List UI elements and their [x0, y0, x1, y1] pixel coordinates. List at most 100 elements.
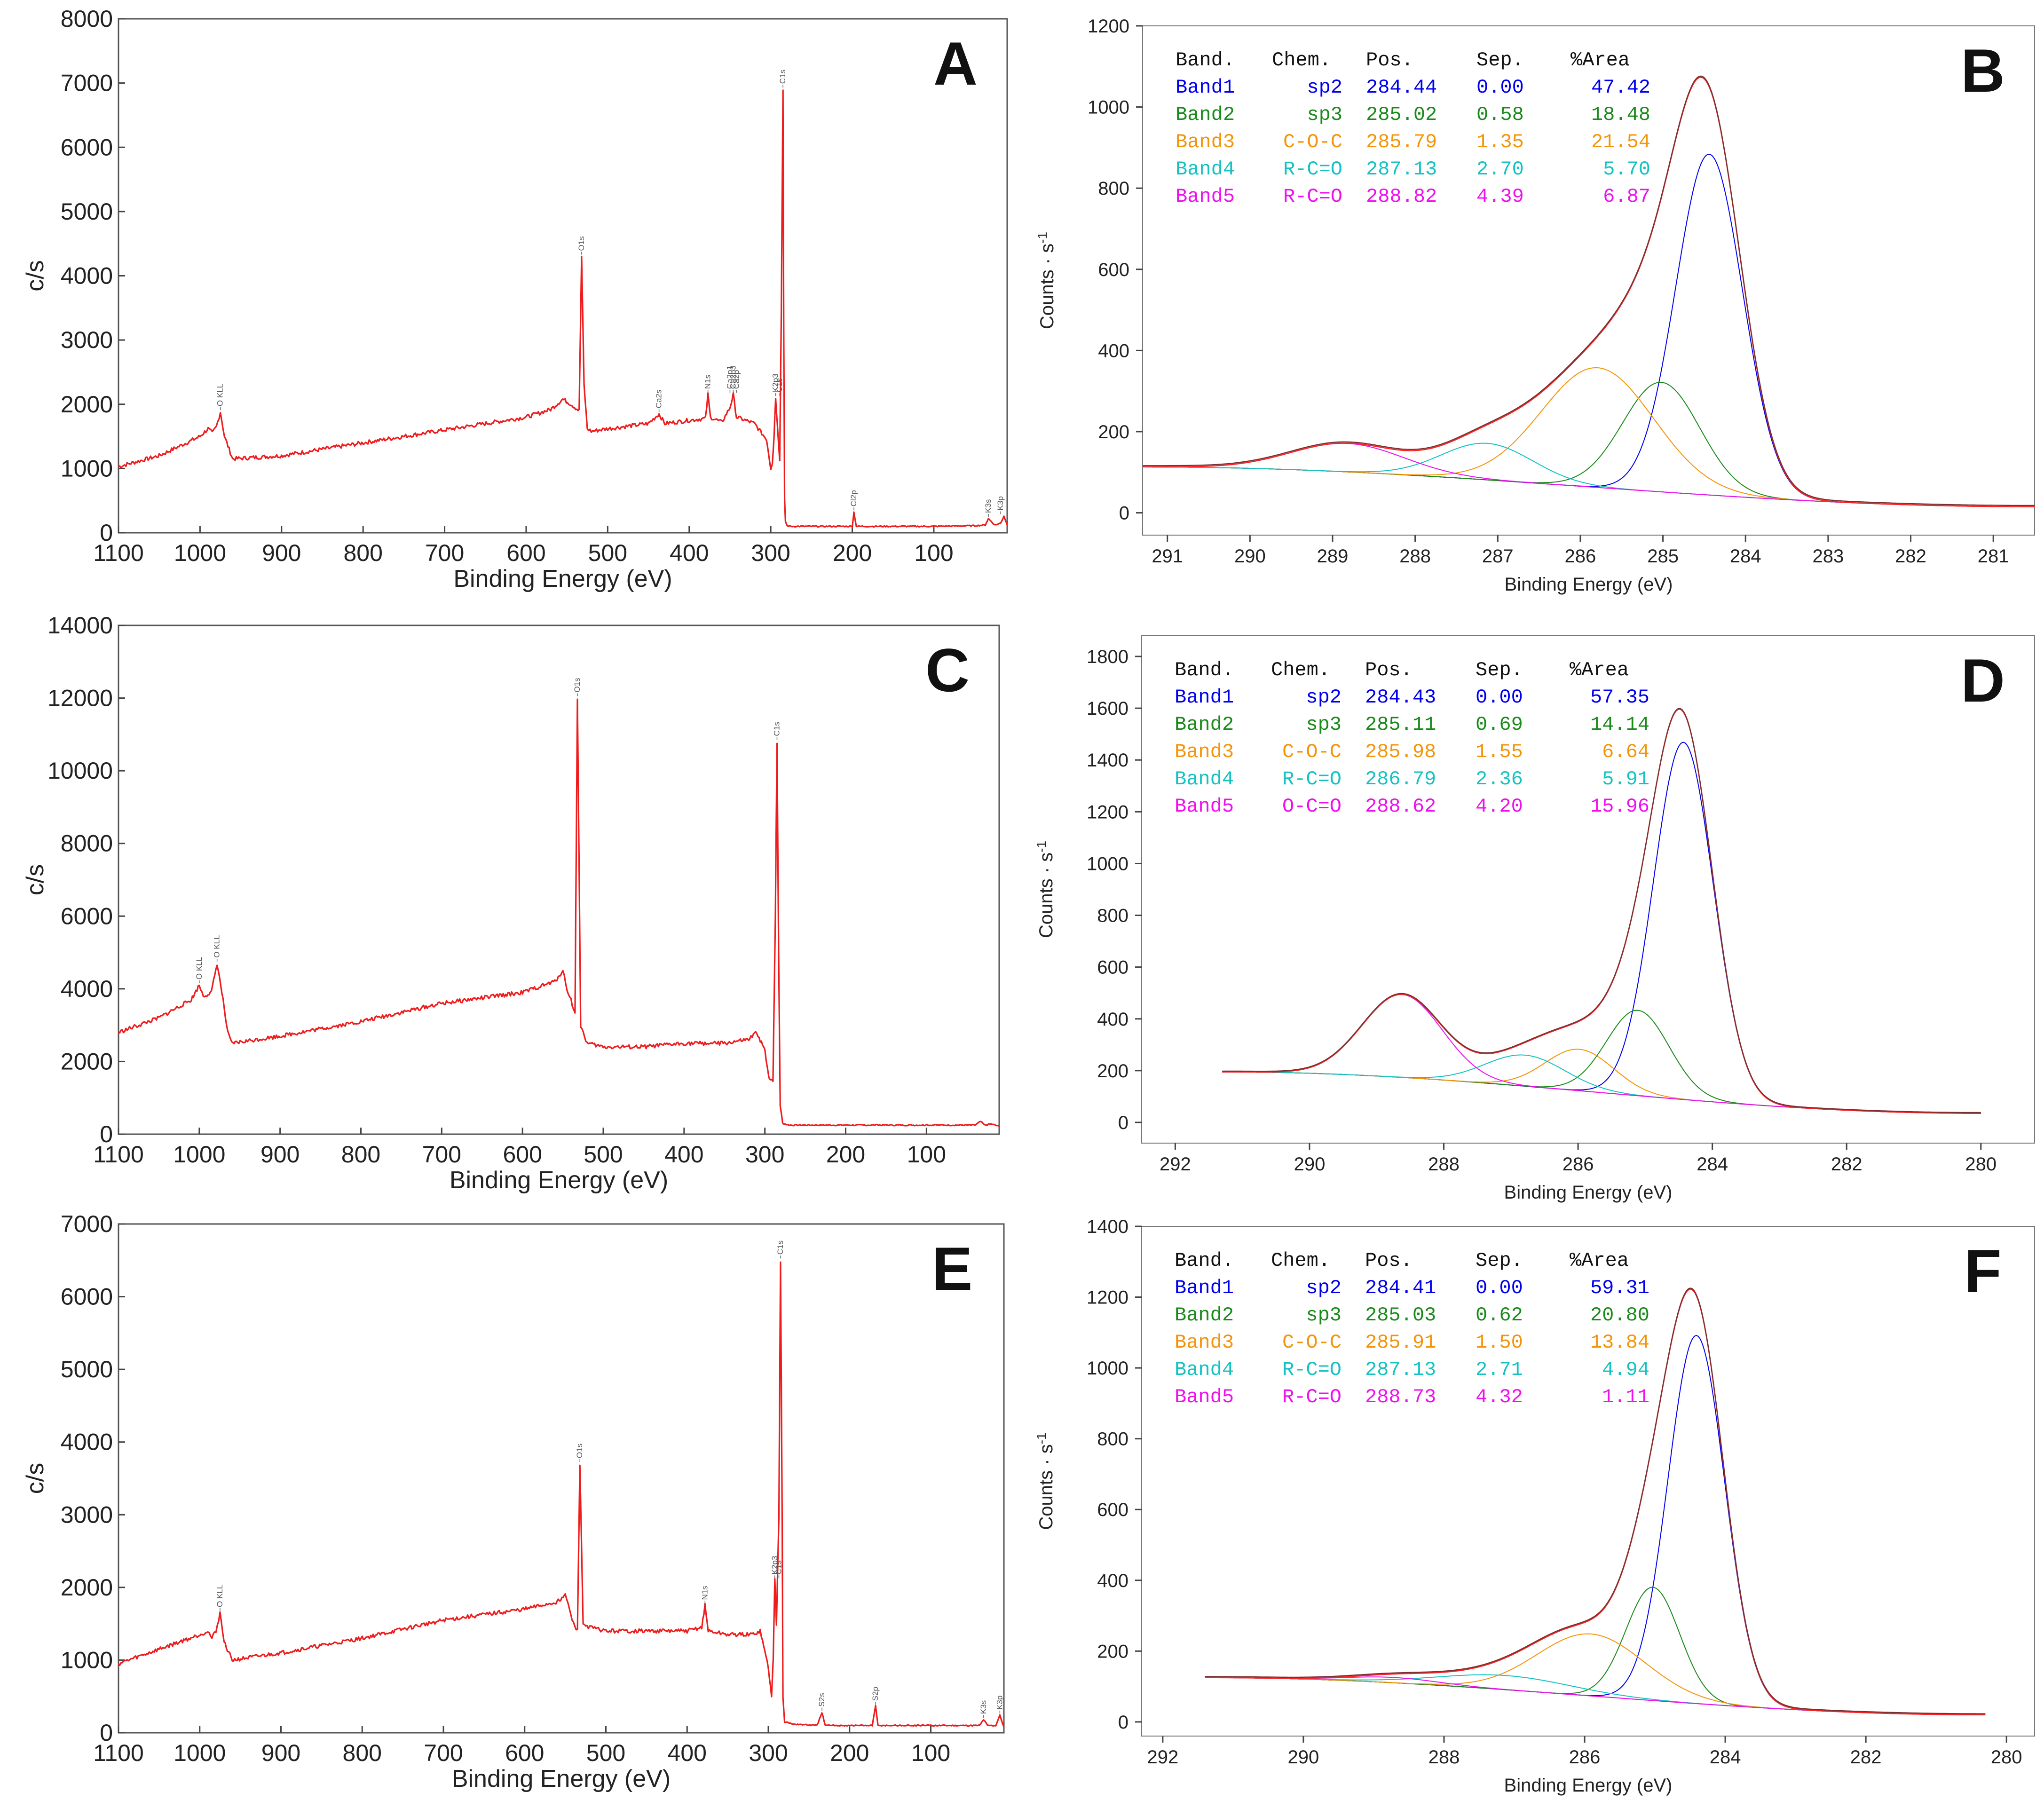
band-table-pos: 284.41 — [1365, 1277, 1436, 1299]
x-tick-label: 1100 — [93, 1141, 144, 1168]
band-table-sep: 0.62 — [1476, 1304, 1523, 1326]
x-tick-label: 282 — [1831, 1154, 1862, 1175]
x-tick-label: 1000 — [173, 1141, 225, 1168]
band-table-sep: 0.00 — [1476, 686, 1523, 709]
band-table-sep: 0.69 — [1476, 713, 1523, 736]
band-table-header: Chem. — [1271, 1249, 1330, 1272]
band-table-header: Pos. — [1365, 659, 1413, 681]
survey-spectrum-line — [118, 89, 1008, 528]
x-tick-label: 900 — [262, 540, 301, 566]
y-tick-label: 600 — [1097, 1500, 1129, 1520]
panel-B: 291 290 289 288 287 286 285 284 283 282 281 0 200 400… — [1035, 16, 2035, 595]
band-table-sep: 1.50 — [1476, 1331, 1523, 1354]
x-tick-label: 281 — [1978, 546, 2009, 567]
y-tick-label: 6000 — [61, 134, 113, 160]
peak-annotation: O KLL — [215, 1585, 224, 1607]
band-table-pos: 285.03 — [1365, 1304, 1436, 1326]
y-tick-label: 0 — [1119, 503, 1129, 524]
peak-annotation: N1s — [703, 375, 712, 389]
band-table-header: Pos. — [1365, 1249, 1413, 1272]
x-tick-label: 286 — [1563, 1154, 1594, 1175]
peak-annotation: O KLL — [216, 384, 225, 406]
y-tick-label: 0 — [100, 1121, 113, 1147]
band-table-sep: 2.36 — [1476, 768, 1523, 790]
band-table-band: Band1 — [1175, 686, 1234, 709]
peak-annotation: K3p — [996, 496, 1005, 510]
band-table-pos: 288.73 — [1365, 1386, 1436, 1408]
y-tick-label: 1400 — [1087, 750, 1129, 771]
x-tick-label: 400 — [670, 540, 709, 566]
band-table-pos: 287.13 — [1366, 158, 1437, 181]
x-tick-label: 287 — [1482, 546, 1514, 567]
band-table-pos: 288.62 — [1365, 795, 1436, 818]
y-tick-label: 200 — [1098, 422, 1129, 442]
panel-F: 292 290 288 286 284 282 280 0 200 400 600 800 1000 12… — [1034, 1216, 2035, 1796]
x-tick-label: 900 — [260, 1141, 300, 1168]
x-tick-label: 400 — [668, 1740, 707, 1766]
survey-spectrum-line — [118, 698, 1000, 1127]
band-table: Band. Chem. Pos. Sep. %Area Band1 sp2 284.41 0.0… — [1175, 1249, 1649, 1408]
y-tick-label: 5000 — [61, 1356, 113, 1382]
peak-annotation: O1s — [577, 236, 586, 251]
plot-frame — [1142, 25, 2035, 536]
band-table-band: Band2 — [1175, 1304, 1234, 1326]
peak-annotation: K3s — [984, 499, 993, 513]
y-tick-label: 1800 — [1087, 647, 1129, 667]
peak-annotation: K2p3 — [770, 1556, 779, 1575]
y-tick-label: 4000 — [61, 976, 113, 1002]
y-axis-label-superscript: -1 — [1035, 232, 1050, 244]
band-table-area: 15.96 — [1590, 795, 1649, 818]
y-tick-label: 10000 — [47, 758, 113, 784]
x-tick-label: 291 — [1152, 546, 1183, 567]
band-table-area: 14.14 — [1590, 713, 1649, 736]
x-tick-label: 800 — [343, 540, 382, 566]
panel-E: 1100 1000 900 800 700 600 500 400 300 200 10001000… — [22, 1211, 1005, 1792]
peak-annotation: K2p3 — [771, 373, 780, 392]
band-table: Band. Chem. Pos. Sep. %Area Band1 sp2 284.43 0.0… — [1175, 659, 1649, 818]
x-tick-label: 282 — [1850, 1747, 1882, 1768]
band-table-band: Band3 — [1175, 1331, 1234, 1354]
y-tick-label: 600 — [1098, 260, 1129, 280]
band-table-pos: 284.43 — [1365, 686, 1436, 709]
band-table-pos: 285.11 — [1365, 713, 1436, 736]
band-table-sep: 2.71 — [1476, 1358, 1523, 1381]
band-table-chem: sp3 — [1307, 103, 1342, 126]
y-tick-label: 1000 — [1087, 1358, 1129, 1379]
band-table-chem: O-C=O — [1282, 795, 1342, 818]
band-table-pos: 284.44 — [1366, 76, 1437, 99]
band-table-sep: 1.35 — [1476, 131, 1524, 153]
y-tick-label: 7000 — [61, 70, 113, 96]
y-tick-label: 6000 — [61, 903, 113, 929]
band-table-band: Band1 — [1176, 76, 1235, 99]
band-table-band: Band3 — [1175, 741, 1234, 763]
x-tick-label: 200 — [826, 1141, 865, 1168]
band-table-pos: 285.02 — [1366, 103, 1437, 126]
band-table-pos: 286.79 — [1365, 768, 1436, 790]
x-tick-label: 500 — [586, 1740, 625, 1766]
y-tick-label: 200 — [1097, 1641, 1129, 1662]
y-tick-label: 600 — [1097, 957, 1129, 978]
x-tick-label: 284 — [1710, 1747, 1741, 1768]
x-tick-label: 500 — [588, 540, 627, 566]
y-axis-label: Counts · s-1 — [1034, 841, 1057, 938]
y-axis-label-superscript: -1 — [1034, 841, 1049, 853]
x-tick-label: 1100 — [93, 1740, 144, 1766]
x-axis-label: Binding Energy (eV) — [1504, 1182, 1673, 1203]
x-tick-label: 300 — [745, 1141, 784, 1168]
x-tick-label: 290 — [1294, 1154, 1326, 1175]
x-axis-label: Binding Energy (eV) — [453, 565, 672, 592]
fit-envelope-line — [1222, 708, 1981, 1113]
y-tick-label: 1200 — [1087, 802, 1129, 822]
band-table: Band. Chem. Pos. Sep. %Area Band1 sp2 284.44 0.0… — [1176, 49, 1650, 208]
band-table-area: 1.11 — [1602, 1386, 1649, 1408]
fit-envelope-line — [1142, 75, 2035, 506]
x-tick-label: 280 — [1991, 1747, 2022, 1768]
band-table-area: 57.35 — [1590, 686, 1649, 709]
band-table-band: Band4 — [1176, 158, 1235, 181]
band-table-header: %Area — [1570, 1249, 1629, 1272]
panel-label: C — [925, 636, 970, 704]
band-table-pos: 285.91 — [1365, 1331, 1436, 1354]
x-tick-label: 280 — [1965, 1154, 1997, 1175]
y-tick-label: 3000 — [61, 327, 113, 353]
x-tick-label: 200 — [830, 1740, 869, 1766]
